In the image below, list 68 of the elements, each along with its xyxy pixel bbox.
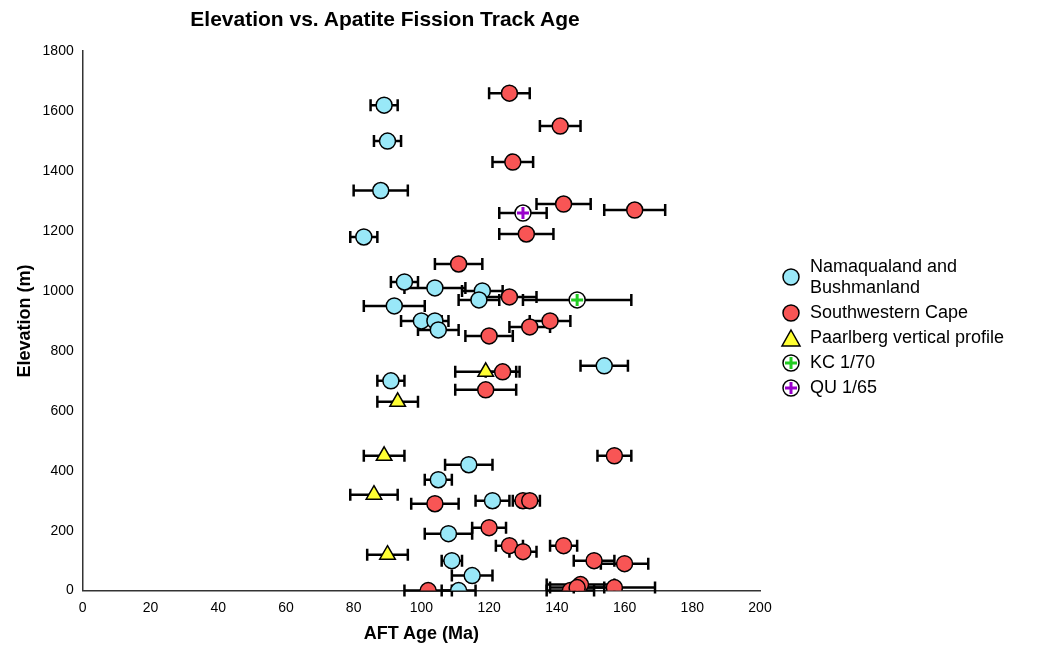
point bbox=[541, 312, 559, 330]
point bbox=[520, 318, 539, 336]
x-tick-label: 60 bbox=[278, 598, 294, 615]
y-tick-label: 0 bbox=[65, 581, 74, 598]
point bbox=[429, 321, 448, 339]
y-tick-label: 400 bbox=[50, 461, 74, 478]
point bbox=[439, 524, 458, 543]
point bbox=[615, 554, 634, 573]
point bbox=[625, 201, 644, 219]
point bbox=[500, 288, 519, 306]
legend-label: Southwestern Cape bbox=[810, 302, 969, 323]
point bbox=[463, 566, 481, 585]
point bbox=[385, 297, 404, 315]
point bbox=[551, 117, 569, 135]
point bbox=[355, 228, 373, 246]
point bbox=[395, 273, 414, 291]
point bbox=[371, 181, 390, 200]
point bbox=[480, 518, 498, 537]
point bbox=[426, 494, 444, 513]
point bbox=[500, 84, 519, 102]
point bbox=[595, 357, 613, 375]
point bbox=[554, 536, 573, 555]
x-tick-label: 140 bbox=[545, 598, 569, 615]
point bbox=[504, 153, 522, 171]
chart-title: Elevation vs. Apatite Fission Track Age bbox=[190, 7, 580, 31]
point bbox=[477, 362, 495, 378]
x-tick-label: 100 bbox=[409, 598, 434, 615]
y-tick-label: 1200 bbox=[42, 221, 74, 238]
point bbox=[476, 381, 495, 399]
x-tick-label: 20 bbox=[142, 598, 159, 615]
point bbox=[460, 455, 478, 474]
point bbox=[480, 327, 498, 345]
x-tick-label: 40 bbox=[210, 598, 227, 615]
y-tick-label: 800 bbox=[50, 341, 74, 358]
y-tick-label: 1600 bbox=[42, 101, 74, 118]
point bbox=[382, 372, 400, 390]
point bbox=[378, 132, 397, 150]
point bbox=[500, 536, 519, 555]
point bbox=[389, 392, 407, 408]
point bbox=[554, 195, 573, 213]
point bbox=[517, 225, 536, 243]
legend-label: QU 1/65 bbox=[810, 377, 878, 398]
y-tick-label: 600 bbox=[50, 401, 74, 418]
point bbox=[470, 291, 488, 309]
point bbox=[449, 255, 468, 273]
point bbox=[493, 363, 512, 381]
y-tick-label: 200 bbox=[50, 521, 74, 538]
point bbox=[605, 447, 624, 465]
x-tick-label: 80 bbox=[345, 598, 362, 615]
point bbox=[429, 470, 448, 489]
y-tick-label: 1000 bbox=[42, 281, 74, 298]
point bbox=[426, 279, 444, 297]
x-tick-label: 200 bbox=[748, 598, 772, 615]
y-axis-title: Elevation (m) bbox=[13, 264, 34, 378]
x-axis-title: AFT Age (Ma) bbox=[363, 623, 480, 644]
y-tick-label: 1400 bbox=[42, 161, 74, 178]
legend-label: KC 1/70 bbox=[810, 352, 876, 373]
point bbox=[375, 96, 393, 114]
x-tick-label: 0 bbox=[78, 598, 87, 615]
legend-label: Paarlberg vertical profile bbox=[810, 327, 1005, 348]
point bbox=[514, 542, 532, 561]
x-tick-label: 120 bbox=[477, 598, 501, 615]
point bbox=[585, 551, 603, 570]
y-tick-label: 1800 bbox=[42, 42, 74, 59]
legend-label: Namaqualand and Bushmanland bbox=[810, 256, 959, 298]
x-tick-label: 160 bbox=[612, 598, 637, 615]
x-tick-label: 180 bbox=[680, 598, 705, 615]
point bbox=[483, 491, 502, 510]
